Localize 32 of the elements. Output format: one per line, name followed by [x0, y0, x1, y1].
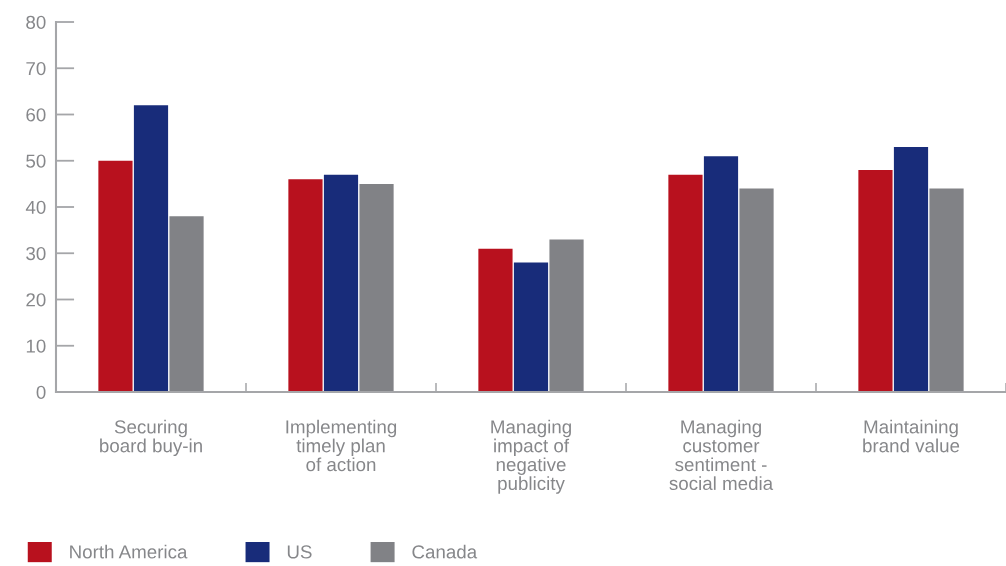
x-tick-label: Implementing timely plan of action: [286, 419, 397, 472]
x-tick-label: Maintaining brand value: [863, 419, 960, 453]
bar: [549, 239, 584, 392]
bar: [668, 174, 703, 392]
bar: [703, 156, 739, 392]
bar: [739, 188, 774, 392]
x-tick-label: Securing board buy-in: [100, 419, 202, 457]
y-tick-label: 70: [26, 61, 46, 76]
bar: [323, 174, 359, 392]
bar: [858, 170, 893, 392]
bar: [513, 262, 549, 392]
bar: [359, 183, 394, 392]
bar: [893, 146, 929, 392]
bar: [169, 216, 204, 392]
bar: [478, 248, 513, 392]
x-tick-label: Managing impact of negative publicity: [491, 419, 571, 494]
x-tick-label: Managing customer sentiment - social media: [669, 419, 774, 491]
y-tick-label: 60: [26, 108, 46, 122]
bar: [98, 160, 133, 392]
y-tick-label: 80: [26, 15, 46, 29]
legend-label: US: [287, 545, 312, 559]
y-tick-label: 30: [26, 246, 46, 261]
y-tick-label: 0: [36, 385, 46, 399]
bar: [929, 188, 964, 392]
y-tick-label: 20: [26, 293, 46, 307]
bar: [288, 179, 323, 392]
legend-label: Canada: [412, 544, 478, 559]
y-tick-label: 40: [25, 200, 46, 214]
bar: [133, 105, 169, 392]
legend-label: North America: [70, 544, 188, 559]
y-tick-label: 10: [26, 339, 46, 353]
y-tick-label: 50: [26, 154, 46, 168]
